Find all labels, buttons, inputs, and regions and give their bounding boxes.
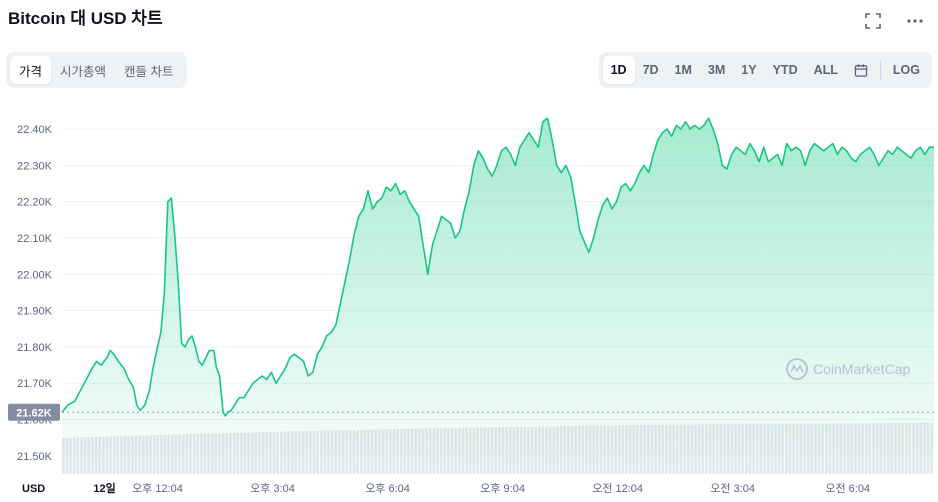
page-title: Bitcoin 대 USD 차트: [8, 9, 163, 28]
tab-price[interactable]: 가격: [10, 56, 52, 84]
current-price-tag-bg: [8, 403, 60, 421]
tab-market-cap[interactable]: 시가총액: [60, 64, 107, 79]
chart-type-tabs: 가격 시가총액 캔들 차트: [6, 52, 187, 88]
y-axis: 22.40K 22.30K 22.20K 22.10K 22.00K 21.90K 21.8…: [17, 124, 53, 463]
coinmarketcap-logo-mark-icon: [790, 364, 804, 373]
x-axis: 12일 오후 12:04 오후 3:04 오후 6:04 오후 9:04 오전 12:04…: [93, 481, 870, 495]
x-tick-label: 오전 12:04: [592, 482, 643, 495]
y-tick-label: 21.90K: [17, 306, 53, 318]
x-tick-label: 오후 9:04: [480, 482, 525, 495]
price-area: [62, 118, 934, 474]
price-line: [61, 117, 934, 417]
range-7d[interactable]: 7D: [642, 63, 659, 77]
log-toggle[interactable]: LOG: [892, 63, 920, 77]
range-1d[interactable]: 1D: [602, 56, 635, 84]
watermark-text: CoinMarketCap: [813, 361, 910, 377]
x-tick-label: 오전 6:04: [825, 482, 870, 495]
range-tabs: 1D 7D 1M 3M 1Y YTD ALL LOG: [598, 52, 932, 88]
chart-actions: [862, 10, 926, 32]
expand-icon[interactable]: [862, 10, 884, 32]
y-tick-label: 22.40K: [17, 124, 53, 136]
coinmarketcap-logo-icon: [786, 358, 808, 380]
x-tick-label: 오후 6:04: [365, 482, 410, 495]
range-1y[interactable]: 1Y: [741, 63, 757, 77]
x-tick-label: 오후 3:04: [250, 482, 295, 495]
range-divider: [879, 61, 881, 79]
range-all[interactable]: ALL: [813, 63, 838, 77]
tab-candle-chart[interactable]: 캔들 차트: [124, 64, 174, 79]
calendar-icon: [854, 63, 868, 77]
more-horizontal-icon[interactable]: [904, 10, 926, 32]
y-tick-label: 21.70K: [17, 378, 53, 390]
watermark: CoinMarketCap: [786, 358, 910, 380]
x-tick-label: 12일: [93, 481, 115, 495]
current-price-label: 21.62K: [16, 407, 52, 419]
x-tick-label: 오전 3:04: [710, 482, 755, 495]
current-price-tag: 21.62K: [8, 403, 60, 421]
y-tick-label: 22.20K: [17, 197, 53, 209]
range-3m[interactable]: 3M: [707, 63, 726, 77]
range-ytd[interactable]: YTD: [772, 63, 798, 77]
y-tick-label: 22.10K: [17, 233, 53, 245]
y-tick-label: 22.00K: [17, 269, 53, 281]
currency-label: USD: [22, 483, 45, 495]
calendar-button[interactable]: [846, 56, 876, 84]
range-1m[interactable]: 1M: [674, 63, 692, 77]
y-tick-label: 22.30K: [17, 160, 53, 172]
price-chart[interactable]: 22.40K 22.30K 22.20K 22.10K 22.00K 21.90K 21.8…: [0, 96, 938, 502]
y-tick-label: 21.50K: [17, 451, 53, 463]
y-tick-label: 21.80K: [17, 342, 53, 354]
x-tick-label: 오후 12:04: [132, 482, 183, 495]
